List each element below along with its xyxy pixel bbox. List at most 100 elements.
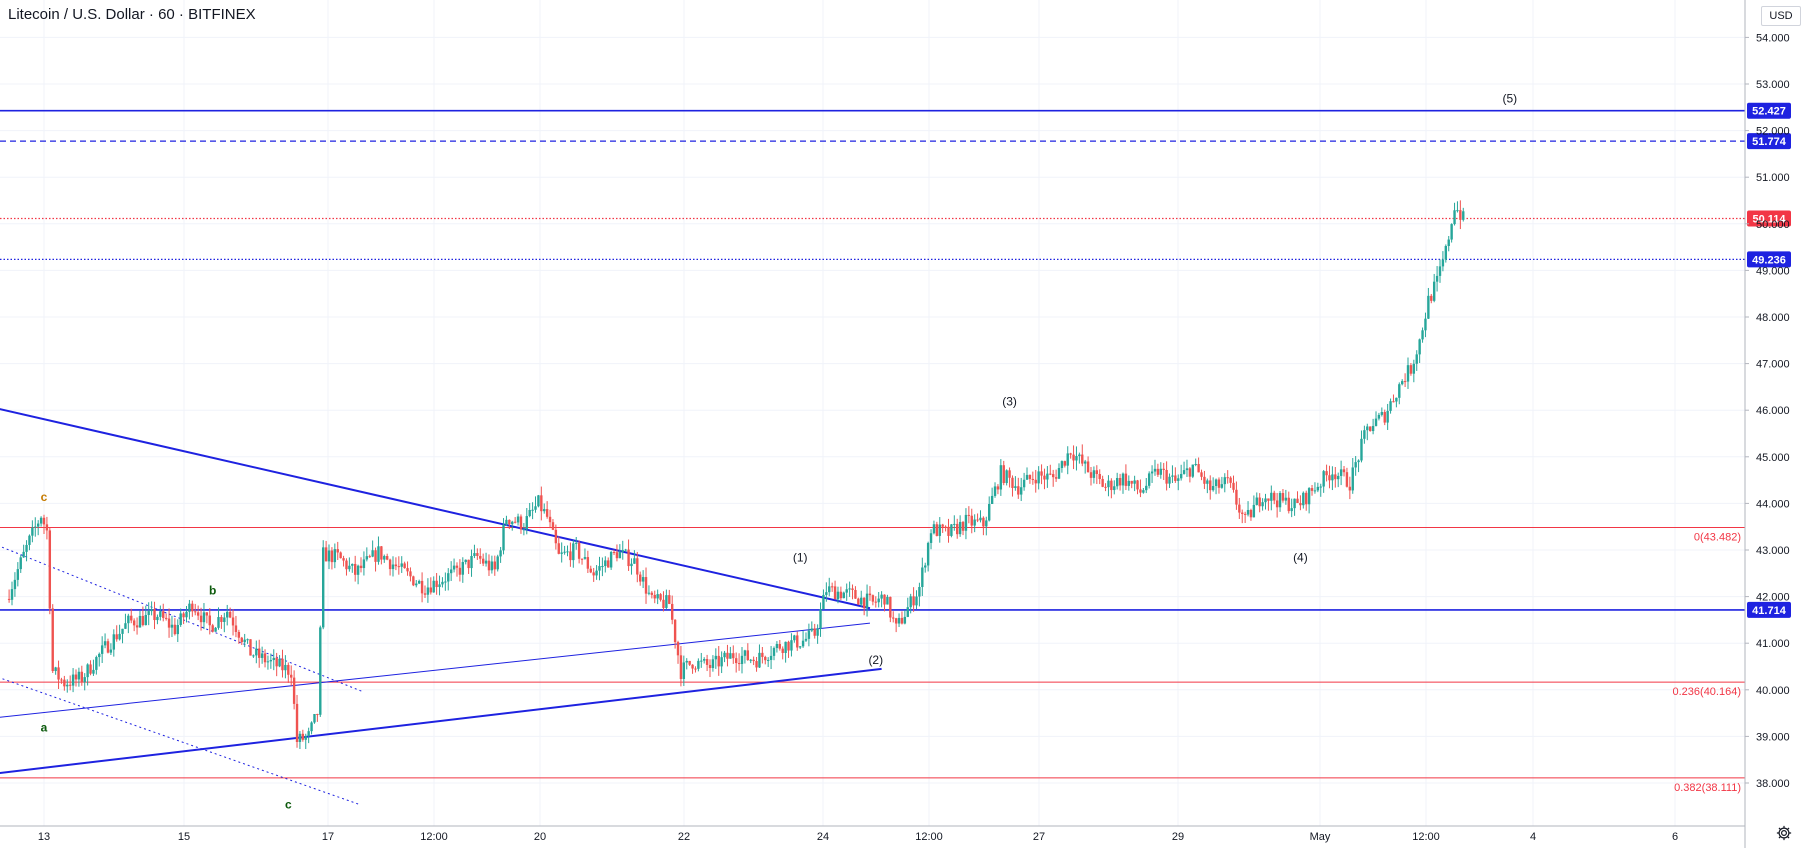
candle-body [1145,485,1148,491]
candle-body [173,624,177,635]
candle-body [1139,489,1142,493]
candle-body [162,611,165,618]
candle-body [1133,480,1136,484]
candle-body [1174,475,1177,481]
candle-body [985,520,988,527]
candle-body [380,546,383,560]
candle-body [260,653,264,658]
candle-body [1162,468,1165,470]
candle-body [845,589,848,593]
price-tag-label: 41.714 [1752,605,1787,617]
fib-level-label: 0.382(38.111) [1674,782,1741,794]
candle-body [1438,266,1442,276]
candle-body [700,660,703,662]
candle-body [1371,425,1375,432]
candle-body [1098,473,1101,479]
candle-body [979,517,982,521]
candle-body [115,634,118,640]
candle-body [327,550,331,562]
x-tick-label: 17 [322,831,334,843]
candle-body [1238,504,1241,513]
candle-body [1191,464,1194,477]
candle-body [1281,493,1285,501]
candle-body [269,660,273,662]
candle-body [420,580,424,594]
candle-body [1328,475,1331,481]
candle-body [1113,486,1116,491]
candle-body [1363,430,1366,439]
candle-body [659,594,662,600]
candle-body [810,628,813,631]
candle-body [426,587,430,595]
candle-body [993,486,997,496]
candle-body [697,660,700,669]
candle-body [226,611,229,618]
candle-body [1342,469,1346,473]
candle-body [231,617,235,626]
candle-body [673,619,677,643]
y-tick-label: 52.000 [1756,126,1790,138]
candle-body [1104,486,1107,488]
candle-body [86,664,89,678]
candle-body [479,555,482,559]
candle-body [1115,477,1119,487]
fib-level-label: 0.236(40.164) [1673,686,1742,698]
candle-body [1322,471,1325,487]
candle-body [1392,401,1395,403]
symbol-name: Litecoin / U.S. Dollar [8,6,145,23]
candle-body [720,657,723,667]
candle-body [1398,384,1401,398]
candle-body [249,639,252,656]
candles [7,200,1465,750]
candle-body [551,522,555,530]
candle-body [836,591,840,600]
x-tick-label: 13 [38,831,50,843]
x-tick-label: 27 [1033,831,1045,843]
chart-settings-button[interactable] [1772,821,1796,845]
candle-body [877,598,880,603]
price-tag [1747,102,1791,119]
candle-body [860,597,863,605]
candle-body [830,586,834,588]
candle-body [57,667,60,680]
candle-body [237,631,241,638]
candle-body [246,639,249,641]
candle-body [1081,454,1084,464]
price-tag-label: 52.427 [1752,106,1786,118]
candle-body [290,674,293,678]
currency-button[interactable]: USD [1761,6,1801,26]
wave-label: (4) [1293,551,1308,565]
candle-body [982,517,985,527]
wave-label: (1) [793,551,808,565]
drawing-tools[interactable]: 52.427 51.774 50.114 49.236 41.714 0(43.482) 0… [0,102,1791,805]
candle-body [714,655,718,660]
candle-body [1456,210,1459,212]
candle-body [74,674,78,680]
candle-body [897,617,901,624]
candle-body [191,603,194,612]
x-tick-label: 6 [1672,831,1678,843]
candle-body [1086,461,1090,473]
fib-level-label: 0(43.482) [1694,532,1741,544]
candle-body [607,560,610,568]
candle-body [1339,469,1343,476]
candle-body [217,617,220,628]
candle-body [1040,471,1043,476]
candle-body [781,648,784,653]
candle-body [388,559,392,570]
candle-body [685,660,688,663]
candle-body [461,562,464,575]
candle-body [159,611,162,617]
candle-body [409,571,412,577]
candle-body [612,552,616,554]
candle-body [522,529,526,531]
candle-body [25,544,28,552]
candle-body [1366,426,1369,431]
candle-body [1278,493,1282,508]
candle-body [118,633,121,640]
candle-body [825,592,828,595]
candle-body [1406,365,1410,382]
wave-label: (5) [1502,92,1517,106]
